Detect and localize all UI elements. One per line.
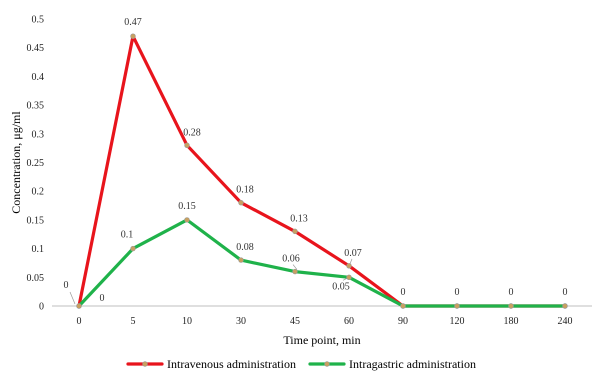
- legend-marker-1: [142, 361, 148, 367]
- x-tick-label: 10: [182, 316, 192, 327]
- data-label: 0: [100, 293, 105, 304]
- series-1-point: [346, 263, 352, 269]
- series-2-point: [400, 303, 406, 309]
- data-label: 0: [455, 287, 460, 298]
- y-tick-label: 0.1: [32, 244, 45, 255]
- series-1-point: [130, 33, 136, 39]
- data-label: 0.06: [282, 254, 300, 265]
- series-2-point: [454, 303, 460, 309]
- series-2-point: [562, 303, 568, 309]
- legend-label-1: Intravenous administration: [167, 357, 296, 371]
- leader-line: [69, 291, 76, 305]
- leader-line: [349, 258, 353, 264]
- y-tick-label: 0.05: [27, 273, 45, 284]
- leader-line: [292, 264, 298, 270]
- x-tick-label: 240: [558, 316, 573, 327]
- legend-label-2: Intragastric administration: [349, 357, 476, 371]
- data-label: 0.13: [290, 213, 308, 224]
- leader-line: [342, 277, 348, 281]
- y-tick-label: 0.45: [27, 43, 45, 54]
- series-1-point: [292, 228, 298, 235]
- x-tick-label: 5: [131, 316, 136, 327]
- y-tick-label: 0: [39, 302, 44, 313]
- data-label: 0.47: [124, 17, 142, 28]
- data-label: 0.18: [236, 185, 254, 196]
- series-2-point: [130, 245, 136, 252]
- data-label: 0: [563, 287, 568, 298]
- series-2-point: [76, 303, 82, 309]
- x-tick-label: 45: [290, 316, 300, 327]
- data-label: 0.28: [183, 127, 201, 138]
- y-tick-label: 0.3: [32, 129, 45, 140]
- data-label: 0.07: [344, 248, 362, 259]
- x-tick-label: 120: [450, 316, 465, 327]
- data-label: 0.08: [236, 242, 254, 253]
- x-tick-label: 30: [236, 316, 246, 327]
- series-2-point: [184, 217, 190, 223]
- data-label: 0.05: [332, 281, 350, 292]
- y-axis-title: Concentration, μg/ml: [9, 111, 23, 214]
- y-tick-label: 0.35: [27, 101, 45, 112]
- legend-marker-2: [324, 361, 330, 367]
- y-tick-label: 0.15: [27, 215, 45, 226]
- x-tick-label: 180: [504, 316, 519, 327]
- series-2-point: [238, 257, 244, 263]
- series-2-point: [508, 303, 514, 309]
- series-line-2: [77, 218, 567, 308]
- series-line-1: [77, 34, 567, 308]
- x-axis-title: Time point, min: [283, 333, 360, 347]
- series-1-point: [238, 199, 244, 206]
- data-label: 0.15: [178, 201, 196, 212]
- series-2-point: [346, 274, 352, 280]
- y-tick-label: 0.5: [32, 15, 45, 26]
- data-label: 0: [64, 280, 69, 291]
- x-tick-label: 0: [77, 316, 82, 327]
- y-tick-label: 0.4: [32, 72, 45, 83]
- y-tick-label: 0.2: [32, 187, 45, 198]
- series-2-point: [292, 268, 298, 275]
- data-label: 0: [509, 287, 514, 298]
- data-label: 0: [401, 287, 406, 298]
- data-label: 0.1: [121, 230, 134, 241]
- y-tick-label: 0.25: [27, 158, 45, 169]
- x-tick-label: 60: [344, 316, 354, 327]
- series-1-point: [184, 142, 190, 148]
- x-tick-label: 90: [398, 316, 408, 327]
